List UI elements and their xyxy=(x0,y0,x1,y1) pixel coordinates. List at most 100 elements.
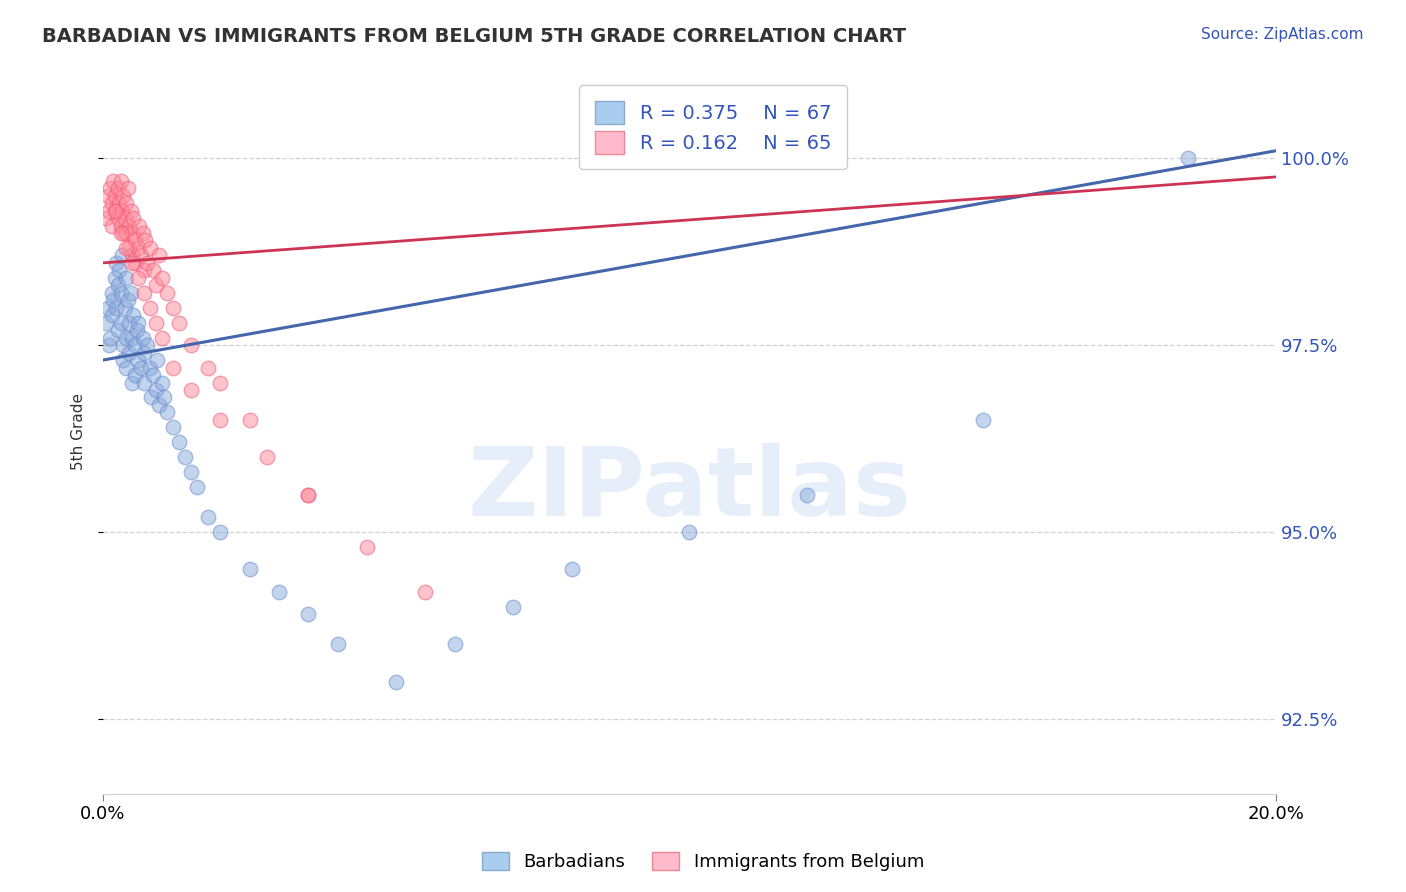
Point xyxy=(167,316,190,330)
Point xyxy=(111,203,134,218)
Point xyxy=(112,338,135,352)
Point xyxy=(132,263,155,277)
Point xyxy=(297,488,319,502)
Point xyxy=(121,248,143,262)
Point xyxy=(128,219,150,233)
Point xyxy=(97,301,120,315)
Point xyxy=(121,331,143,345)
Point xyxy=(180,338,202,352)
Text: ZIPatlas: ZIPatlas xyxy=(468,442,911,535)
Point xyxy=(142,263,165,277)
Point xyxy=(127,316,149,330)
Point xyxy=(100,285,122,300)
Point xyxy=(134,234,156,248)
Point xyxy=(118,345,141,359)
Point xyxy=(148,398,170,412)
Point xyxy=(132,345,155,359)
Point xyxy=(135,256,157,270)
Point xyxy=(238,413,260,427)
Point xyxy=(98,181,121,195)
Point xyxy=(110,285,132,300)
Point xyxy=(443,637,465,651)
Point xyxy=(297,607,319,622)
Point xyxy=(100,196,122,211)
Point xyxy=(972,413,994,427)
Point xyxy=(97,188,120,202)
Point xyxy=(110,226,132,240)
Point xyxy=(115,226,138,240)
Point xyxy=(114,301,136,315)
Point xyxy=(115,270,138,285)
Point xyxy=(100,219,122,233)
Point xyxy=(167,435,190,450)
Point xyxy=(502,599,524,614)
Point xyxy=(150,270,173,285)
Point xyxy=(94,211,117,225)
Point xyxy=(94,316,117,330)
Point xyxy=(122,211,145,225)
Point xyxy=(197,360,219,375)
Point xyxy=(104,301,127,315)
Point xyxy=(1177,151,1199,165)
Point xyxy=(97,338,120,352)
Point xyxy=(125,323,148,337)
Point xyxy=(124,234,146,248)
Point xyxy=(111,248,134,262)
Point xyxy=(112,353,135,368)
Point xyxy=(209,376,232,390)
Point xyxy=(145,383,167,397)
Point xyxy=(122,308,145,322)
Point xyxy=(104,203,127,218)
Point xyxy=(197,510,219,524)
Point xyxy=(108,196,131,211)
Point xyxy=(98,331,121,345)
Point xyxy=(104,188,127,202)
Point xyxy=(209,524,232,539)
Point xyxy=(796,488,818,502)
Point xyxy=(132,331,155,345)
Point xyxy=(385,674,408,689)
Point xyxy=(115,360,138,375)
Point xyxy=(118,241,141,255)
Point xyxy=(118,219,141,233)
Legend: Barbadians, Immigrants from Belgium: Barbadians, Immigrants from Belgium xyxy=(475,845,931,879)
Point xyxy=(120,203,142,218)
Y-axis label: 5th Grade: 5th Grade xyxy=(72,392,86,469)
Point xyxy=(129,360,152,375)
Point xyxy=(238,562,260,576)
Point xyxy=(209,413,232,427)
Point xyxy=(121,226,143,240)
Point xyxy=(112,188,135,202)
Point xyxy=(124,256,146,270)
Point xyxy=(124,338,146,352)
Point xyxy=(104,203,127,218)
Point xyxy=(150,376,173,390)
Point xyxy=(110,174,132,188)
Point xyxy=(678,524,700,539)
Legend: R = 0.375    N = 67, R = 0.162    N = 65: R = 0.375 N = 67, R = 0.162 N = 65 xyxy=(579,86,846,169)
Point xyxy=(97,203,120,218)
Point xyxy=(110,316,132,330)
Point xyxy=(135,338,157,352)
Point xyxy=(127,353,149,368)
Point xyxy=(146,353,169,368)
Point xyxy=(148,248,170,262)
Point xyxy=(326,637,349,651)
Point xyxy=(162,301,184,315)
Point xyxy=(117,293,139,308)
Point xyxy=(108,263,131,277)
Point xyxy=(107,211,129,225)
Point xyxy=(145,278,167,293)
Point xyxy=(142,368,165,382)
Point xyxy=(162,420,184,434)
Point xyxy=(103,174,125,188)
Point xyxy=(145,316,167,330)
Point xyxy=(117,181,139,195)
Point xyxy=(162,360,184,375)
Point xyxy=(127,270,149,285)
Point xyxy=(115,331,138,345)
Point xyxy=(132,226,155,240)
Point xyxy=(114,211,136,225)
Point xyxy=(103,293,125,308)
Point xyxy=(256,450,278,465)
